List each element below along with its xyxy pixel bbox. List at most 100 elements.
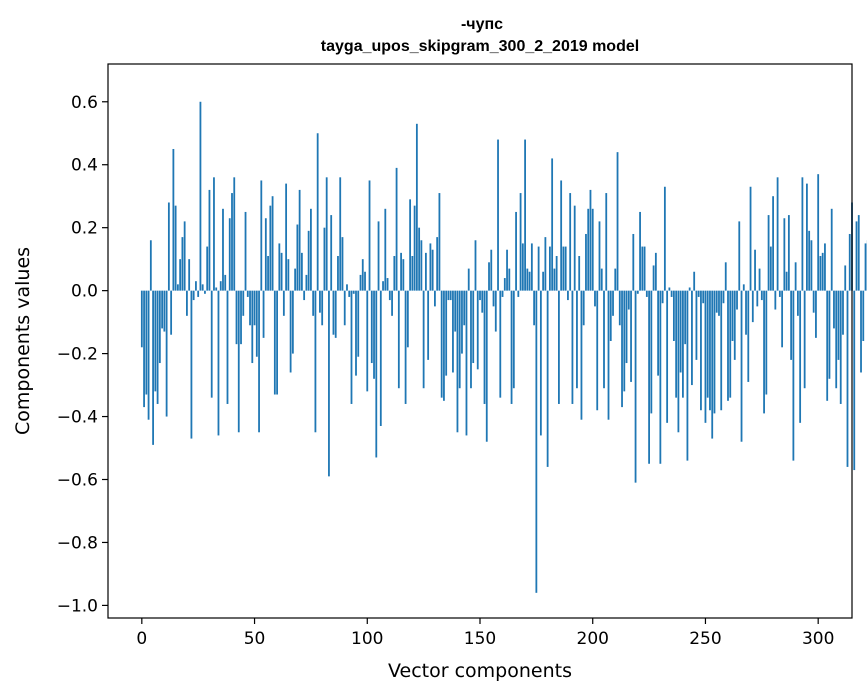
bar-173 bbox=[530, 243, 533, 291]
bar-40 bbox=[231, 193, 233, 291]
bar-271 bbox=[751, 290, 754, 323]
bar-263 bbox=[733, 290, 736, 360]
bar-199 bbox=[589, 189, 592, 291]
bar-92 bbox=[348, 290, 351, 297]
bar-290 bbox=[794, 262, 797, 291]
bar-0 bbox=[140, 290, 143, 348]
bar-58 bbox=[271, 196, 274, 291]
bar-56 bbox=[267, 256, 269, 291]
bar-240 bbox=[682, 290, 684, 398]
bar-236 bbox=[672, 290, 675, 341]
bar-216 bbox=[627, 290, 630, 310]
bar-55 bbox=[264, 218, 267, 291]
bar-91 bbox=[346, 284, 348, 291]
bar-217 bbox=[630, 290, 632, 382]
bar-215 bbox=[625, 290, 628, 364]
bar-100 bbox=[366, 290, 369, 392]
bar-17 bbox=[179, 259, 182, 291]
bar-145 bbox=[467, 268, 470, 291]
bar-14 bbox=[172, 148, 175, 291]
bar-167 bbox=[517, 290, 520, 297]
bar-172 bbox=[528, 271, 531, 291]
bar-316 bbox=[853, 290, 856, 471]
bar-120 bbox=[411, 256, 414, 291]
bar-102 bbox=[370, 290, 373, 364]
bar-53 bbox=[260, 180, 263, 291]
bar-152 bbox=[483, 290, 486, 404]
bar-267 bbox=[742, 284, 745, 291]
bar-75 bbox=[310, 208, 312, 291]
bar-107 bbox=[382, 281, 384, 291]
bar-218 bbox=[632, 233, 635, 291]
bar-77 bbox=[314, 290, 317, 433]
bar-32 bbox=[213, 177, 215, 291]
bar-272 bbox=[754, 249, 756, 291]
bar-295 bbox=[806, 183, 808, 291]
bar-162 bbox=[506, 249, 508, 291]
bar-208 bbox=[609, 290, 612, 341]
bar-313 bbox=[846, 290, 849, 467]
bar-231 bbox=[661, 290, 664, 304]
bar-195 bbox=[580, 290, 583, 420]
x-axis-label: Vector components bbox=[388, 660, 572, 682]
bar-209 bbox=[612, 290, 614, 316]
bar-235 bbox=[670, 290, 673, 297]
bar-301 bbox=[819, 256, 822, 291]
bar-64 bbox=[285, 183, 288, 291]
bar-186 bbox=[560, 180, 563, 291]
bar-320 bbox=[862, 290, 865, 341]
bar-204 bbox=[600, 268, 603, 291]
bar-149 bbox=[476, 290, 479, 370]
bar-12 bbox=[167, 202, 170, 291]
bar-4 bbox=[149, 240, 152, 291]
bar-287 bbox=[787, 215, 790, 291]
bar-288 bbox=[790, 290, 793, 360]
bar-203 bbox=[598, 221, 601, 291]
bar-61 bbox=[278, 243, 281, 291]
bar-127 bbox=[427, 290, 430, 360]
y-tick-label: −1.0 bbox=[57, 596, 98, 616]
bar-180 bbox=[546, 290, 549, 467]
bar-113 bbox=[395, 167, 398, 291]
bar-85 bbox=[332, 290, 335, 335]
bar-178 bbox=[542, 271, 545, 291]
y-tick-label: −0.4 bbox=[57, 408, 98, 428]
bar-131 bbox=[436, 237, 439, 291]
bar-88 bbox=[339, 177, 342, 291]
bar-197 bbox=[585, 233, 587, 291]
bar-189 bbox=[567, 290, 569, 301]
bar-286 bbox=[785, 271, 788, 291]
bar-252 bbox=[709, 290, 711, 411]
bar-308 bbox=[835, 290, 838, 389]
bar-116 bbox=[402, 259, 405, 291]
bar-70 bbox=[298, 189, 301, 291]
bar-101 bbox=[368, 180, 371, 291]
x-tick-label: 300 bbox=[802, 629, 834, 649]
bar-15 bbox=[174, 205, 177, 291]
bar-134 bbox=[443, 290, 445, 401]
bar-269 bbox=[747, 290, 750, 382]
bar-188 bbox=[564, 246, 567, 291]
bar-283 bbox=[778, 290, 781, 297]
bar-294 bbox=[803, 290, 806, 389]
bar-99 bbox=[364, 271, 366, 291]
bar-304 bbox=[826, 290, 829, 401]
bar-255 bbox=[715, 290, 718, 313]
plot-frame bbox=[107, 63, 853, 619]
bar-79 bbox=[319, 290, 321, 313]
bar-72 bbox=[303, 290, 306, 301]
bar-111 bbox=[391, 290, 393, 316]
bar-126 bbox=[424, 252, 427, 291]
x-tick-label: 50 bbox=[244, 629, 266, 649]
bar-57 bbox=[269, 205, 272, 291]
bar-20 bbox=[186, 290, 188, 316]
bars-group bbox=[140, 101, 867, 593]
y-tick-label: −0.8 bbox=[57, 533, 98, 553]
bar-289 bbox=[792, 290, 795, 461]
bar-201 bbox=[594, 290, 596, 307]
bar-22 bbox=[190, 290, 193, 439]
bar-222 bbox=[641, 246, 644, 291]
bar-38 bbox=[226, 290, 229, 404]
bar-284 bbox=[781, 290, 784, 348]
bar-8 bbox=[158, 290, 161, 364]
